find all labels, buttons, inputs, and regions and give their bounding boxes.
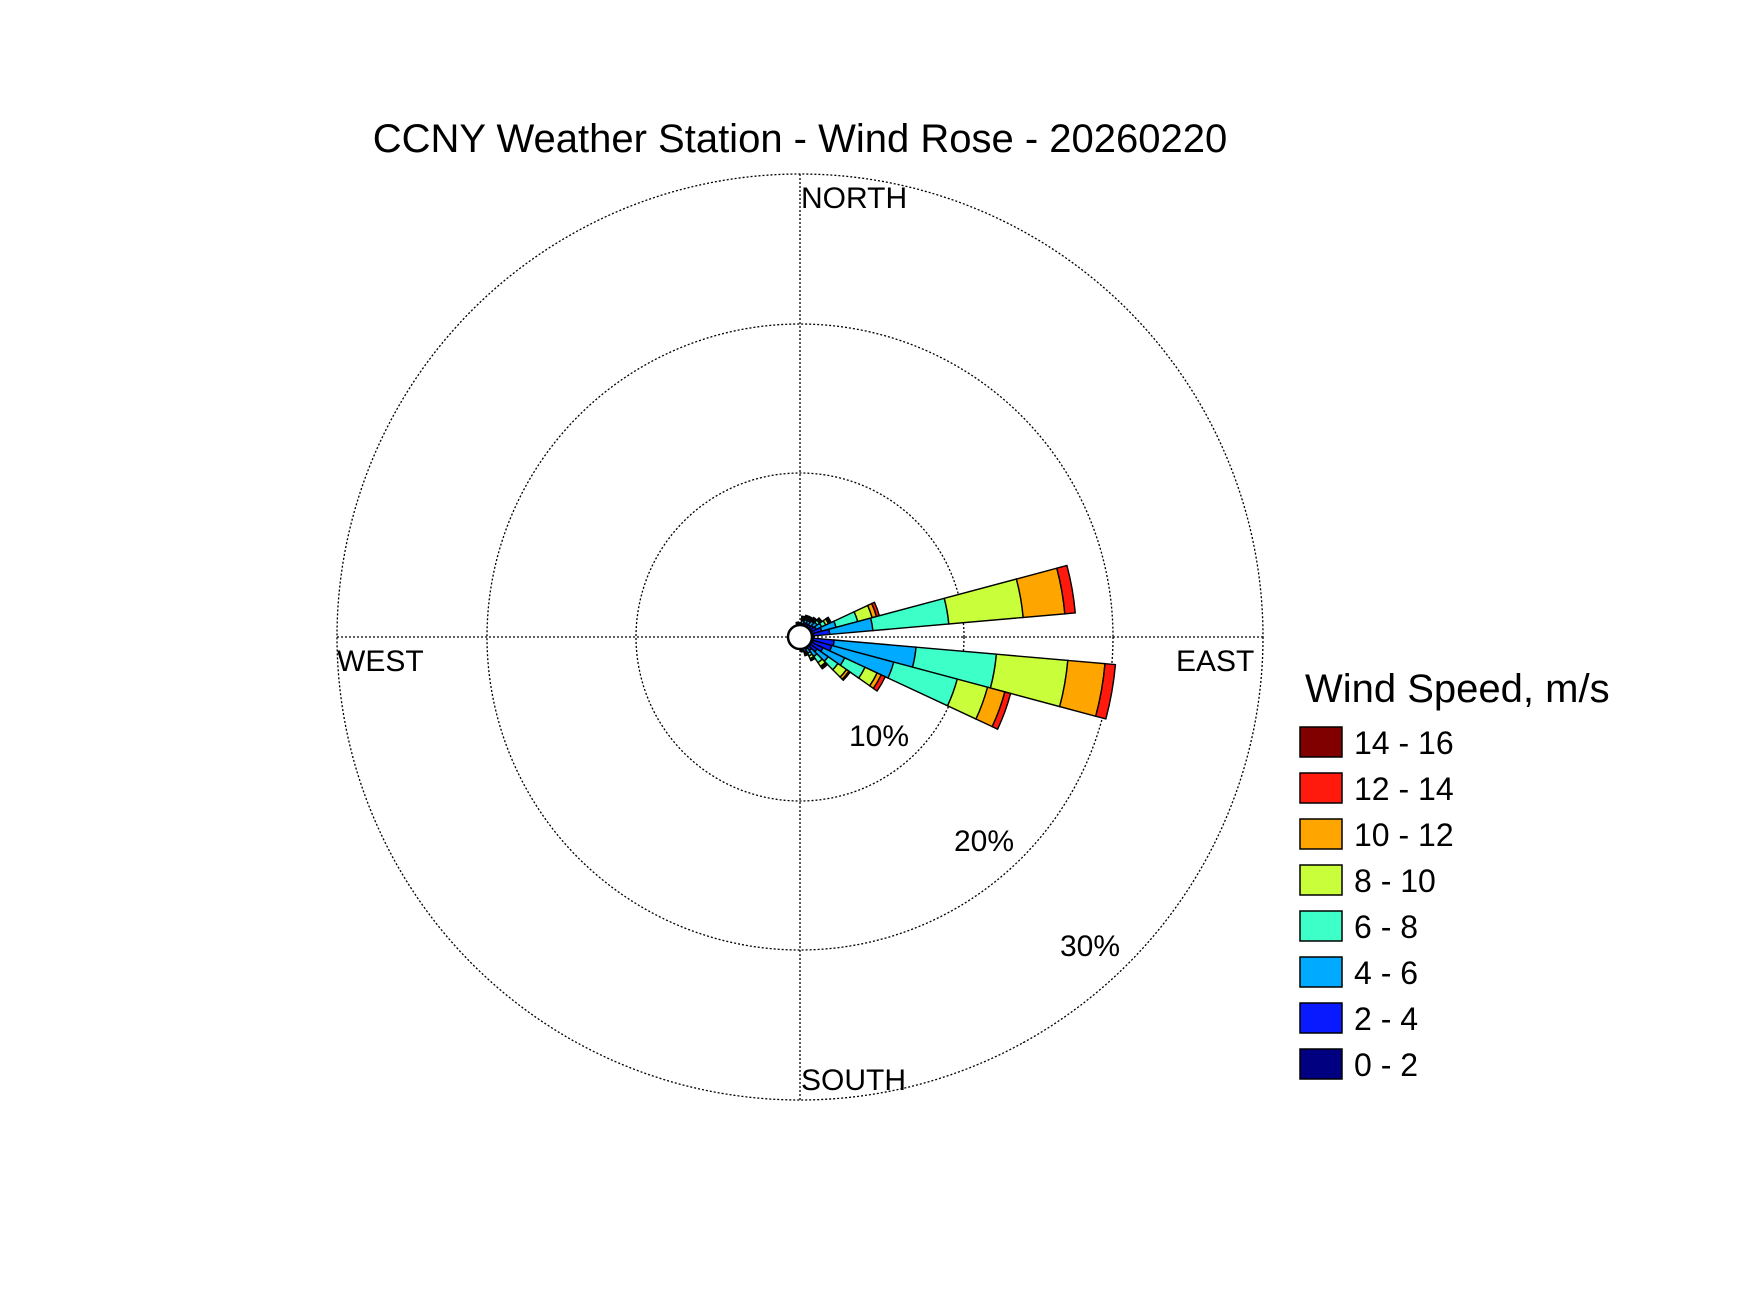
legend-label-12-14: 12 - 14 bbox=[1354, 771, 1454, 807]
sector-350-bin-8-10 bbox=[795, 621, 800, 625]
legend-label-10-12: 10 - 12 bbox=[1354, 817, 1454, 853]
legend: Wind Speed, m/s 14 - 16 12 - 14 10 - 12 8 -… bbox=[1299, 667, 1610, 1083]
legend-swatch-8-10 bbox=[1299, 864, 1343, 896]
sector-140-bin-12-14 bbox=[820, 662, 829, 670]
legend-swatch-14-16 bbox=[1299, 726, 1343, 758]
radial-tick-label-10: 10% bbox=[849, 720, 909, 753]
legend-label-0-2: 0 - 2 bbox=[1354, 1047, 1418, 1083]
legend-label-8-10: 8 - 10 bbox=[1354, 863, 1436, 899]
legend-label-14-16: 14 - 16 bbox=[1354, 725, 1454, 761]
direction-label-north: NORTH bbox=[801, 182, 907, 215]
legend-title: Wind Speed, m/s bbox=[1305, 667, 1610, 711]
sector-170-bin-8-10 bbox=[800, 649, 805, 653]
chart-title: CCNY Weather Station - Wind Rose - 20260… bbox=[373, 117, 1228, 161]
sector-80-bin-10-12 bbox=[1015, 567, 1066, 619]
legend-swatch-12-14 bbox=[1299, 772, 1343, 804]
wind-rose-sectors bbox=[795, 564, 1117, 731]
legend-swatch-6-8 bbox=[1299, 910, 1343, 942]
sector-130-bin-12-14 bbox=[841, 670, 852, 682]
sector-80-bin-12-14 bbox=[1055, 564, 1077, 615]
legend-swatch-0-2 bbox=[1299, 1048, 1343, 1080]
sector-110-bin-12-14 bbox=[991, 691, 1012, 731]
direction-label-east: EAST bbox=[1176, 645, 1254, 678]
polar-grid bbox=[336, 173, 1264, 1101]
radial-ring-10 bbox=[635, 472, 965, 802]
legend-label-6-8: 6 - 8 bbox=[1354, 909, 1418, 945]
calm-center bbox=[786, 623, 814, 651]
direction-label-west: WEST bbox=[337, 645, 424, 678]
radial-tick-label-20: 20% bbox=[954, 825, 1014, 858]
sector-80-bin-6-8 bbox=[869, 597, 950, 632]
legend-swatch-2-4 bbox=[1299, 1002, 1343, 1034]
legend-swatch-4-6 bbox=[1299, 956, 1343, 988]
sector-160-bin-12-14 bbox=[803, 652, 810, 657]
radial-tick-label-30: 30% bbox=[1060, 930, 1120, 963]
sector-150-bin-12-14 bbox=[809, 656, 816, 662]
legend-swatch-10-12 bbox=[1299, 818, 1343, 850]
legend-label-2-4: 2 - 4 bbox=[1354, 1001, 1418, 1037]
sector-120-bin-12-14 bbox=[872, 673, 887, 692]
legend-label-4-6: 4 - 6 bbox=[1354, 955, 1418, 991]
sector-100-bin-12-14 bbox=[1094, 662, 1117, 720]
direction-label-south: SOUTH bbox=[801, 1064, 906, 1097]
